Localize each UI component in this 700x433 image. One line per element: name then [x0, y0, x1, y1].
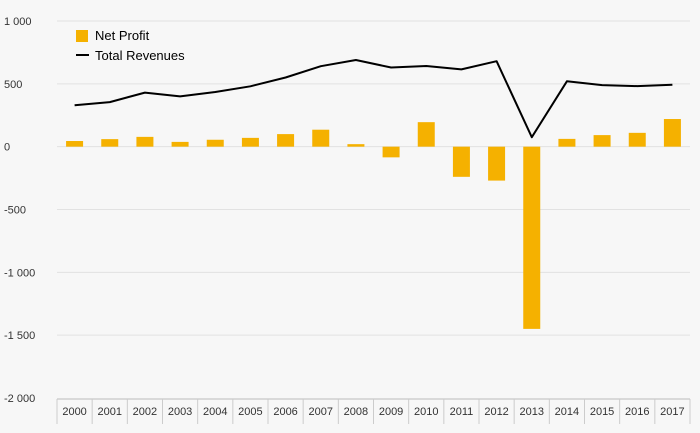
y-axis-ticks: 1 000 500 0 -500 -1 000 -1 500 -2 000	[4, 16, 35, 405]
net-profit-bar	[347, 144, 365, 147]
net-profit-bar	[66, 141, 84, 147]
x-axis: 2000 2001 2002 2003 2004 2005 2006 2007 2008 2009…	[56, 398, 691, 424]
total-revenues-line	[74, 59, 673, 139]
net-profit-bar	[558, 138, 576, 147]
x-tick-label: 2015	[590, 406, 614, 418]
net-profit-bar	[101, 139, 119, 147]
net-profit-bar	[277, 134, 295, 147]
y-tick-label: -1 000	[4, 267, 35, 279]
y-tick-label: 500	[4, 79, 22, 91]
x-tick-label: 2006	[273, 406, 297, 418]
y-tick-label: -500	[4, 205, 26, 217]
x-tick-label: 2009	[379, 406, 403, 418]
x-tick-label: 2011	[450, 406, 474, 418]
legend: Net Profit Total Revenues	[76, 28, 185, 63]
net-profit-bar	[488, 146, 506, 181]
net-profit-bar	[663, 119, 681, 147]
x-tick-label: 2001	[98, 406, 122, 418]
net-profit-bar	[628, 132, 646, 147]
net-profit-bar	[136, 136, 154, 147]
x-tick-label: 2016	[625, 406, 649, 418]
y-tick-label: 1 000	[4, 16, 32, 28]
net-profit-bar	[206, 139, 224, 147]
net-profit-bar	[382, 146, 400, 158]
x-tick-label: 2008	[344, 406, 368, 418]
net-profit-bar	[171, 141, 189, 147]
x-tick-label: 2017	[660, 406, 684, 418]
legend-label-net-profit: Net Profit	[95, 28, 150, 43]
net-profit-bar	[312, 129, 330, 147]
total-revenues-line-group	[74, 59, 673, 139]
x-tick-label: 2010	[414, 406, 438, 418]
x-tick-label: 2012	[484, 406, 508, 418]
net-profit-bar	[417, 122, 435, 147]
x-tick-label: 2003	[168, 406, 192, 418]
x-tick-label: 2004	[203, 406, 227, 418]
net-profit-bar	[523, 146, 541, 329]
net-profit-bar	[593, 135, 611, 147]
x-tick-label: 2005	[238, 406, 262, 418]
y-tick-label: -1 500	[4, 330, 35, 342]
x-tick-label: 2000	[62, 406, 86, 418]
x-tick-label: 2013	[520, 406, 544, 418]
legend-swatch-net-profit	[76, 30, 88, 42]
y-tick-label: 0	[4, 142, 10, 154]
x-tick-label: 2007	[309, 406, 333, 418]
gridlines	[57, 20, 690, 336]
net-profit-bars	[66, 119, 681, 329]
x-tick-label: 2014	[555, 406, 579, 418]
legend-label-total-revenues: Total Revenues	[95, 48, 185, 63]
net-profit-bar	[452, 146, 470, 177]
net-profit-bar	[241, 137, 259, 147]
y-tick-label: -2 000	[4, 393, 35, 405]
x-tick-label: 2002	[133, 406, 157, 418]
